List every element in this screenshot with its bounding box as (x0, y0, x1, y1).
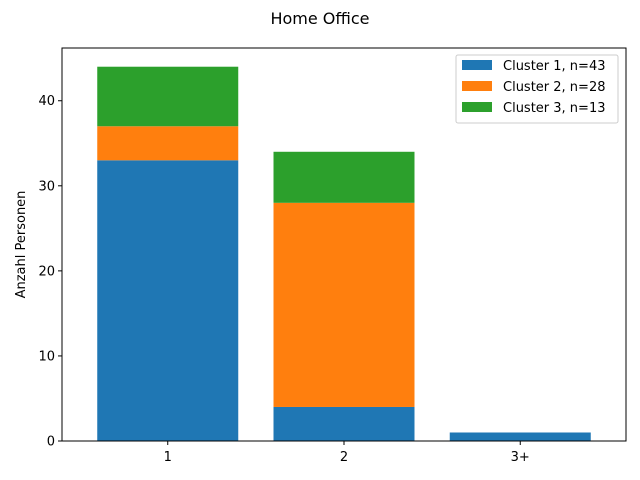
bar-series-2-category-1 (97, 126, 239, 161)
y-axis-label: Anzahl Personen (14, 191, 29, 299)
x-tick-label: 1 (164, 450, 172, 465)
bar-series-1-category-1 (97, 160, 239, 442)
y-tick-label: 10 (38, 349, 55, 364)
legend-swatch-3 (462, 102, 492, 112)
bar-series-2-category-2 (273, 202, 415, 407)
y-tick-label: 40 (38, 94, 55, 109)
legend-label-1: Cluster 1, n=43 (503, 59, 605, 74)
y-axis: 0 10 20 30 40 (38, 94, 62, 450)
y-tick-label: 20 (38, 264, 55, 279)
bar-series-3-category-1 (97, 66, 239, 127)
legend: Cluster 1, n=43 Cluster 2, n=28 Cluster 3,… (455, 54, 619, 124)
y-tick-label: 30 (38, 179, 55, 194)
legend-swatch-1 (462, 60, 492, 70)
chart-title: Home Office (270, 9, 369, 28)
bar-series-3-category-2 (273, 151, 415, 203)
x-tick-label: 2 (340, 450, 348, 465)
bar-series-1-category-3 (449, 432, 591, 441)
legend-label-2: Cluster 2, n=28 (503, 80, 605, 95)
legend-swatch-2 (462, 81, 492, 91)
x-tick-label: 3+ (511, 450, 530, 465)
legend-label-3: Cluster 3, n=13 (503, 101, 605, 116)
bar-series-1-category-2 (273, 406, 415, 441)
x-axis: 1 2 3+ (164, 441, 530, 465)
bars-group (97, 66, 591, 442)
legend-box (455, 54, 619, 124)
y-tick-label: 0 (47, 435, 55, 450)
